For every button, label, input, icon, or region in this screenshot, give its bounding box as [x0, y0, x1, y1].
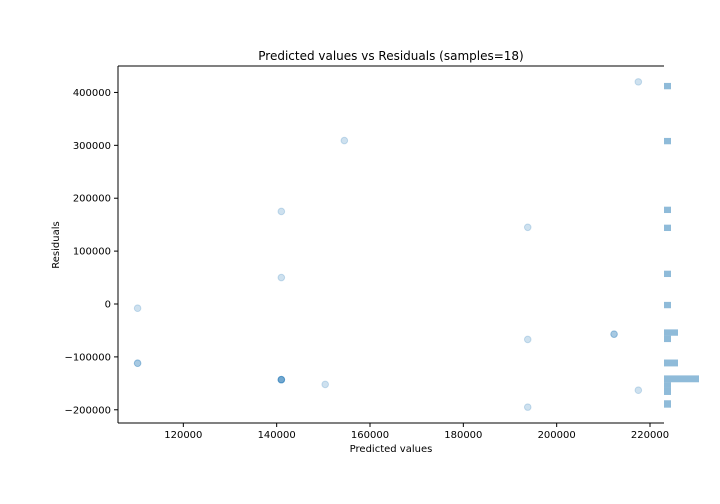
histogram-bar: [664, 270, 671, 278]
histogram-bar: [664, 137, 671, 145]
y-tick-label: 400000: [73, 88, 111, 99]
x-tick-label: 120000: [164, 430, 202, 441]
data-point: [523, 335, 532, 344]
histogram-bar: [664, 400, 671, 408]
data-point: [523, 403, 532, 411]
residual-histogram: [664, 82, 699, 408]
x-axis-ticks: 120000 140000 160000 180000 200000 220000: [164, 423, 669, 441]
data-point: [277, 375, 286, 384]
data-point: [634, 386, 643, 395]
data-point: [277, 375, 286, 384]
data-point: [610, 330, 618, 338]
histogram-bar: [664, 359, 678, 367]
histogram-bar: [664, 206, 671, 214]
data-point: [634, 78, 643, 86]
histogram-bar: [664, 329, 678, 336]
x-tick-label: 180000: [444, 430, 482, 441]
y-tick-label: 300000: [73, 141, 111, 152]
histogram-bar: [664, 387, 671, 395]
scatter-points: [133, 78, 643, 411]
x-tick-label: 160000: [351, 430, 389, 441]
plot-area: [117, 65, 664, 424]
y-tick-label: 200000: [73, 194, 111, 205]
x-axis-label: Predicted values: [350, 444, 433, 455]
y-tick-label: 100000: [73, 247, 111, 258]
chart-title: Predicted values vs Residuals (samples=1…: [258, 49, 523, 63]
y-tick-label: −200000: [64, 405, 111, 416]
data-point: [133, 304, 142, 313]
data-point: [321, 380, 330, 389]
histogram-bar: [664, 301, 671, 309]
data-point: [133, 359, 142, 368]
data-point: [277, 273, 286, 282]
histogram-bar: [664, 224, 671, 232]
data-point: [277, 207, 286, 216]
data-point: [277, 375, 286, 384]
data-point: [340, 136, 349, 145]
histogram-bar: [664, 335, 671, 343]
histogram-bar: [664, 375, 699, 383]
data-point: [133, 359, 142, 368]
y-axis-label: Residuals: [51, 221, 62, 268]
x-tick-label: 140000: [258, 430, 296, 441]
data-point: [277, 375, 286, 384]
histogram-bar: [664, 82, 671, 90]
y-tick-label: −100000: [64, 352, 111, 363]
x-tick-label: 200000: [538, 430, 576, 441]
histogram-bar: [664, 382, 671, 388]
y-tick-label: 0: [105, 300, 111, 311]
y-axis-ticks: −200000 −100000 0 100000 200000 300000 400000: [64, 88, 118, 416]
x-tick-label: 220000: [631, 430, 669, 441]
data-point: [523, 223, 532, 232]
data-point: [610, 330, 618, 338]
